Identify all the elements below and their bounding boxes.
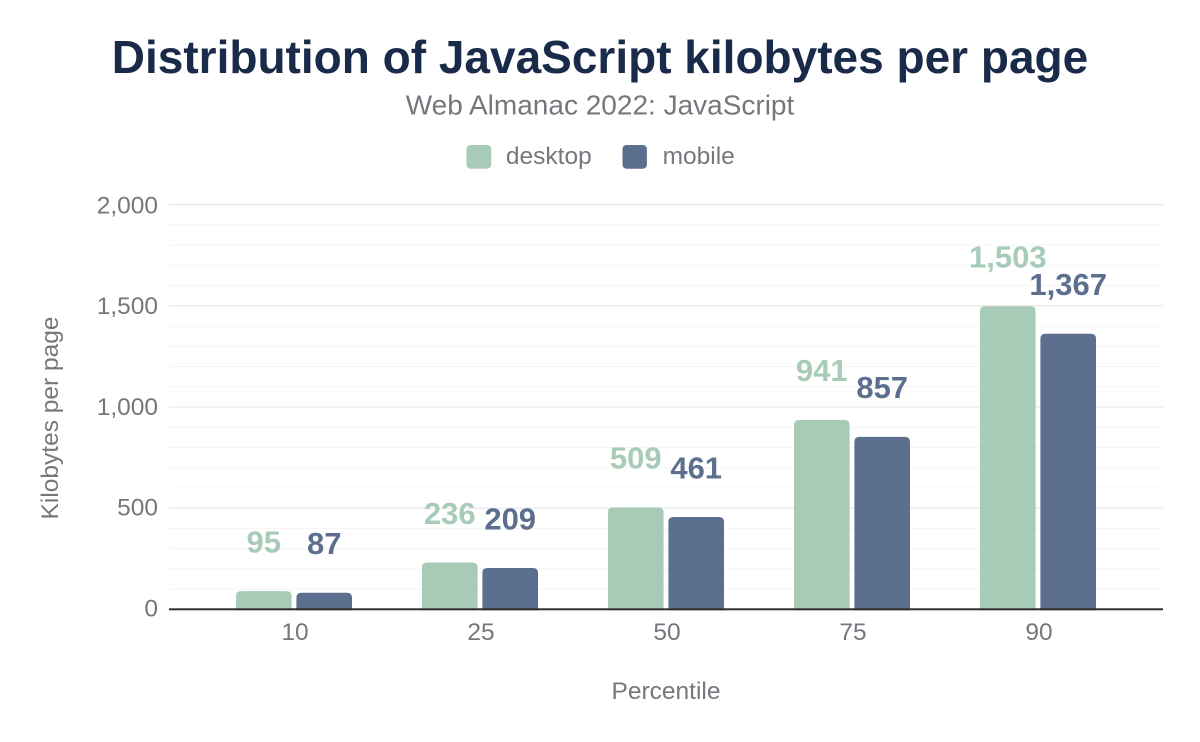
svg-text:75: 75 xyxy=(839,619,866,646)
svg-text:209: 209 xyxy=(484,501,536,536)
svg-text:desktop: desktop xyxy=(506,143,592,170)
svg-text:500: 500 xyxy=(117,495,158,522)
svg-text:Web Almanac 2022: JavaScript: Web Almanac 2022: JavaScript xyxy=(406,90,795,121)
svg-text:87: 87 xyxy=(307,526,341,561)
svg-text:1,500: 1,500 xyxy=(97,293,158,320)
svg-text:2,000: 2,000 xyxy=(97,193,158,220)
svg-text:Percentile: Percentile xyxy=(612,678,721,705)
svg-text:461: 461 xyxy=(670,450,722,485)
svg-text:509: 509 xyxy=(610,441,662,476)
svg-text:236: 236 xyxy=(424,496,476,531)
svg-text:90: 90 xyxy=(1025,619,1052,646)
svg-text:1,000: 1,000 xyxy=(97,394,158,421)
svg-text:941: 941 xyxy=(796,353,848,388)
svg-text:857: 857 xyxy=(856,370,908,405)
svg-text:50: 50 xyxy=(653,619,680,646)
svg-text:Distribution of JavaScript kil: Distribution of JavaScript kilobytes per… xyxy=(112,31,1088,83)
svg-text:95: 95 xyxy=(247,524,281,559)
svg-text:0: 0 xyxy=(144,595,158,622)
svg-text:10: 10 xyxy=(281,619,308,646)
svg-text:1,503: 1,503 xyxy=(969,240,1047,275)
svg-text:25: 25 xyxy=(467,619,494,646)
svg-text:mobile: mobile xyxy=(663,143,735,170)
svg-text:Kilobytes per page: Kilobytes per page xyxy=(37,317,64,520)
svg-text:1,367: 1,367 xyxy=(1029,267,1107,302)
